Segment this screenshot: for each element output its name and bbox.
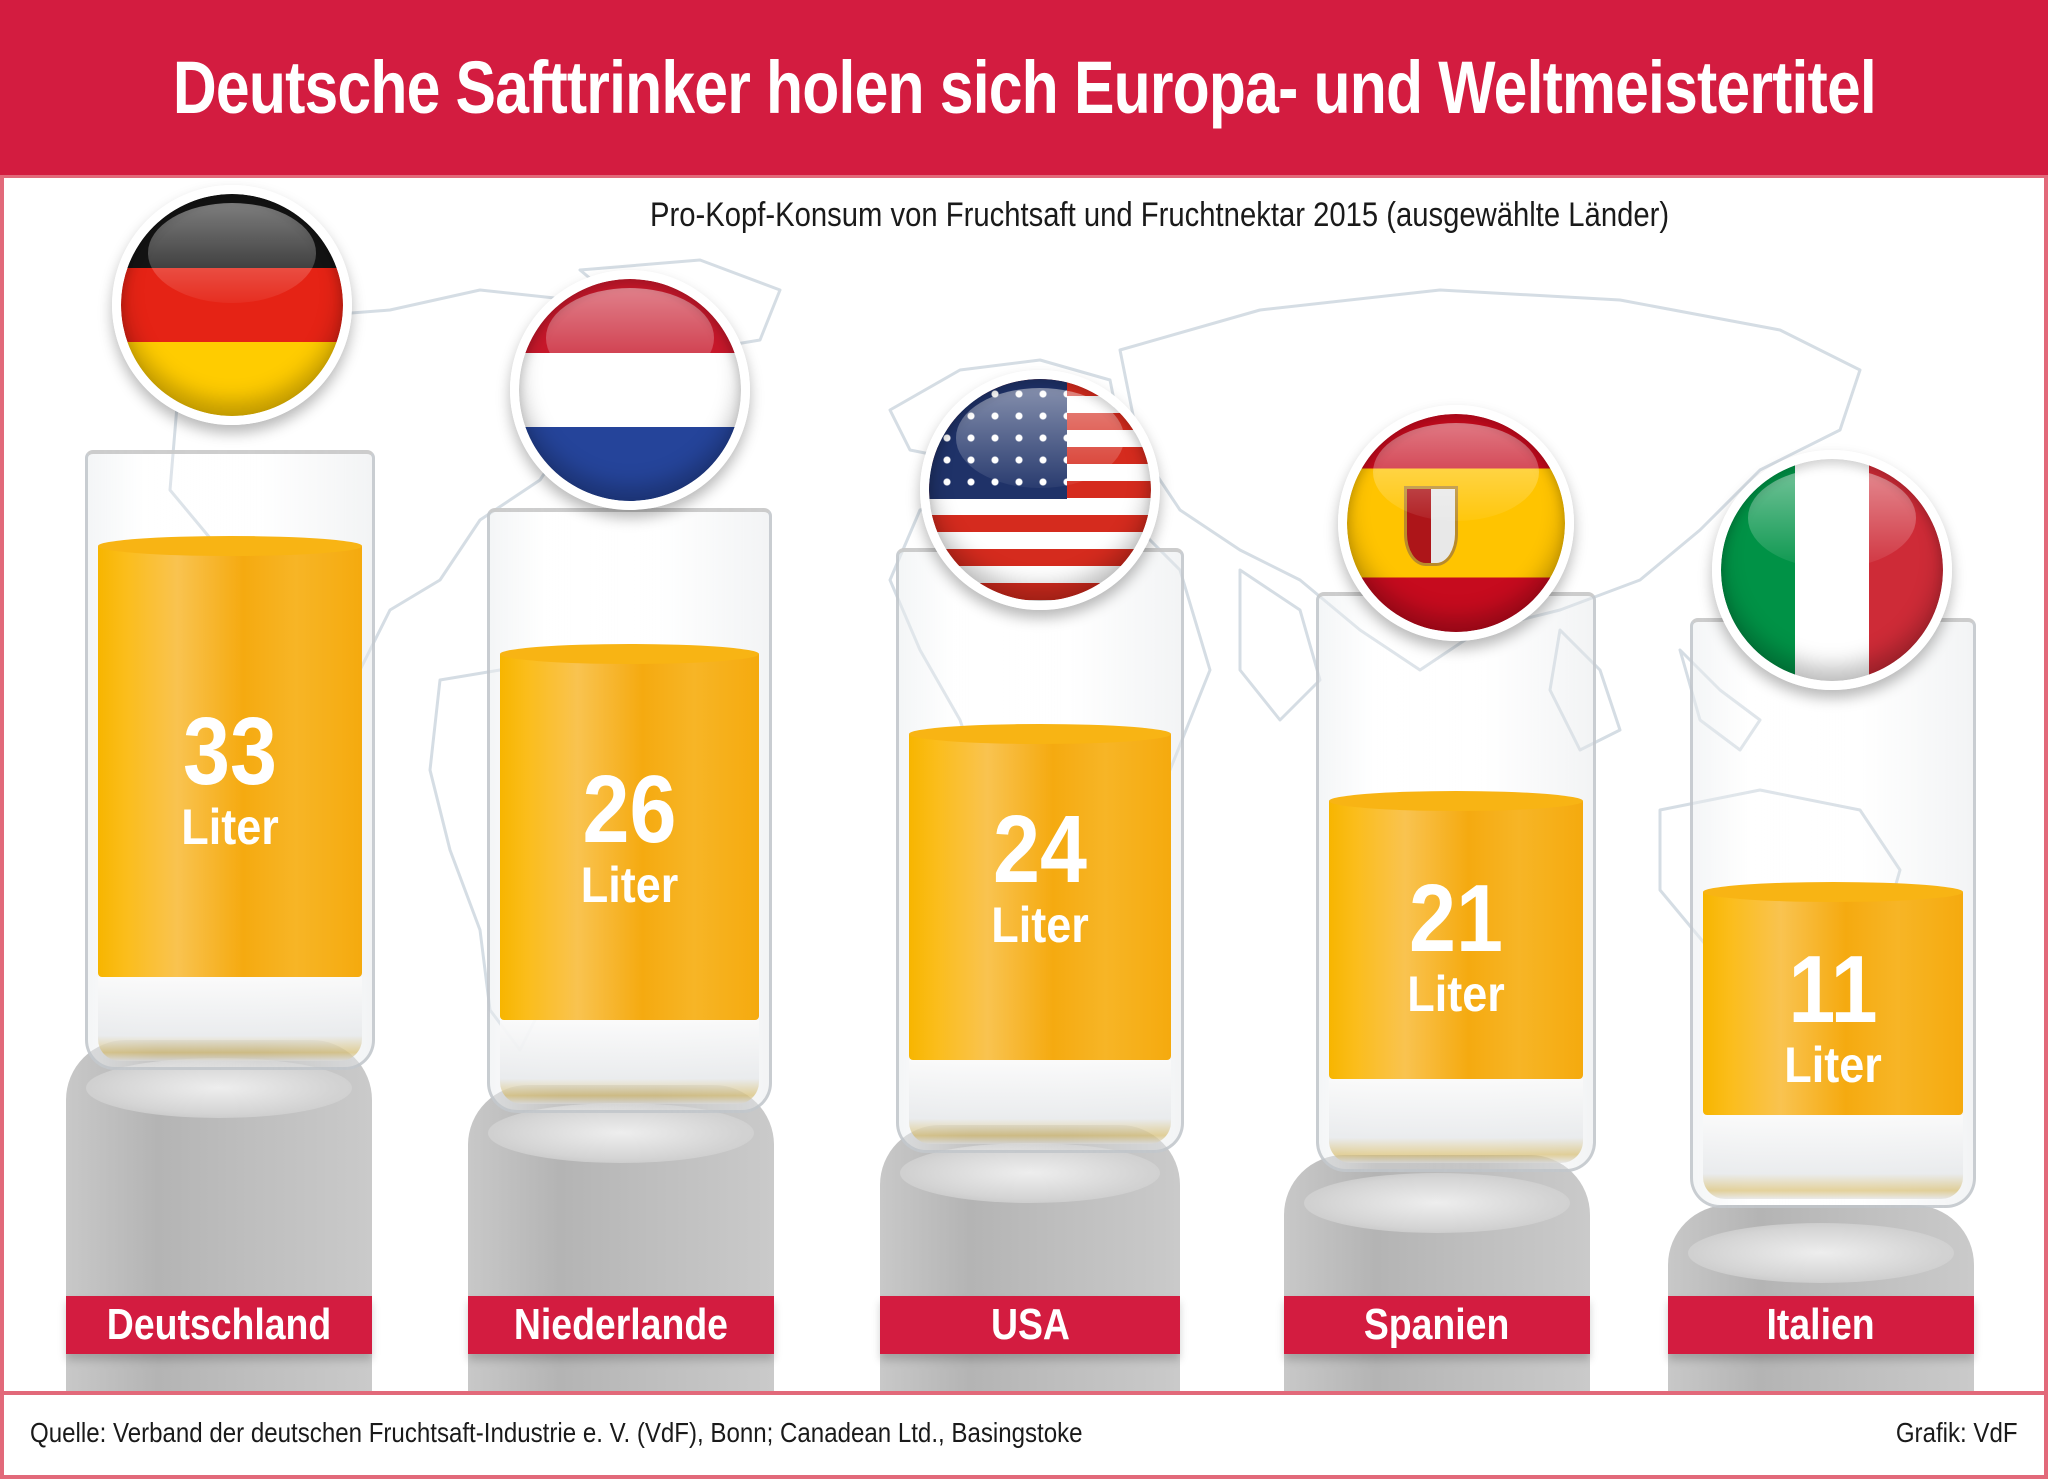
juice-fill [1703, 882, 1963, 1115]
category-label: Deutschland [66, 1296, 372, 1354]
juice-fill [500, 644, 759, 1020]
chart-subtitle: Pro-Kopf-Konsum von Fruchtsaft und Fruch… [650, 196, 1670, 234]
germany-flag-icon [112, 185, 352, 425]
juice-glass: 24 Liter [896, 548, 1184, 1153]
glass-base [1329, 1079, 1583, 1163]
netherlands-flag-icon [510, 270, 750, 510]
spain-coat-of-arms-icon [1403, 485, 1458, 567]
juice-glass: 11 Liter [1690, 618, 1976, 1208]
value-label: 11 Liter [1784, 936, 1882, 1093]
value-label: 24 Liter [991, 796, 1089, 953]
glass-base [1703, 1115, 1963, 1199]
juice-glass: 33 Liter [85, 450, 375, 1070]
category-label: USA [880, 1296, 1180, 1354]
category-label: Italien [1668, 1296, 1974, 1354]
usa-flag-icon [920, 370, 1160, 610]
spain-flag-icon [1338, 405, 1574, 641]
graphic-credit: Grafik: VdF [1896, 1417, 2018, 1448]
header-banner: Deutsche Safttrinker holen sich Europa- … [0, 0, 2048, 178]
value-label: 33 Liter [181, 698, 279, 855]
glass-base [909, 1060, 1171, 1144]
juice-fill [909, 724, 1171, 1060]
page-title: Deutsche Safttrinker holen sich Europa- … [172, 46, 1877, 129]
glass-base [98, 977, 362, 1061]
category-label: Niederlande [468, 1296, 774, 1354]
value-label: 26 Liter [580, 756, 679, 913]
juice-glass: 21 Liter [1316, 592, 1596, 1172]
juice-fill [98, 536, 362, 977]
juice-fill [1329, 791, 1583, 1079]
footer: Quelle: Verband der deutschen Fruchtsaft… [0, 1391, 2048, 1475]
italy-flag-icon [1712, 450, 1952, 690]
juice-glass: 26 Liter [487, 508, 772, 1113]
category-label: Spanien [1284, 1296, 1590, 1354]
glass-base [500, 1020, 759, 1104]
pedestal [1284, 1155, 1590, 1392]
source-note: Quelle: Verband der deutschen Fruchtsaft… [30, 1417, 1083, 1448]
value-label: 21 Liter [1407, 865, 1505, 1022]
